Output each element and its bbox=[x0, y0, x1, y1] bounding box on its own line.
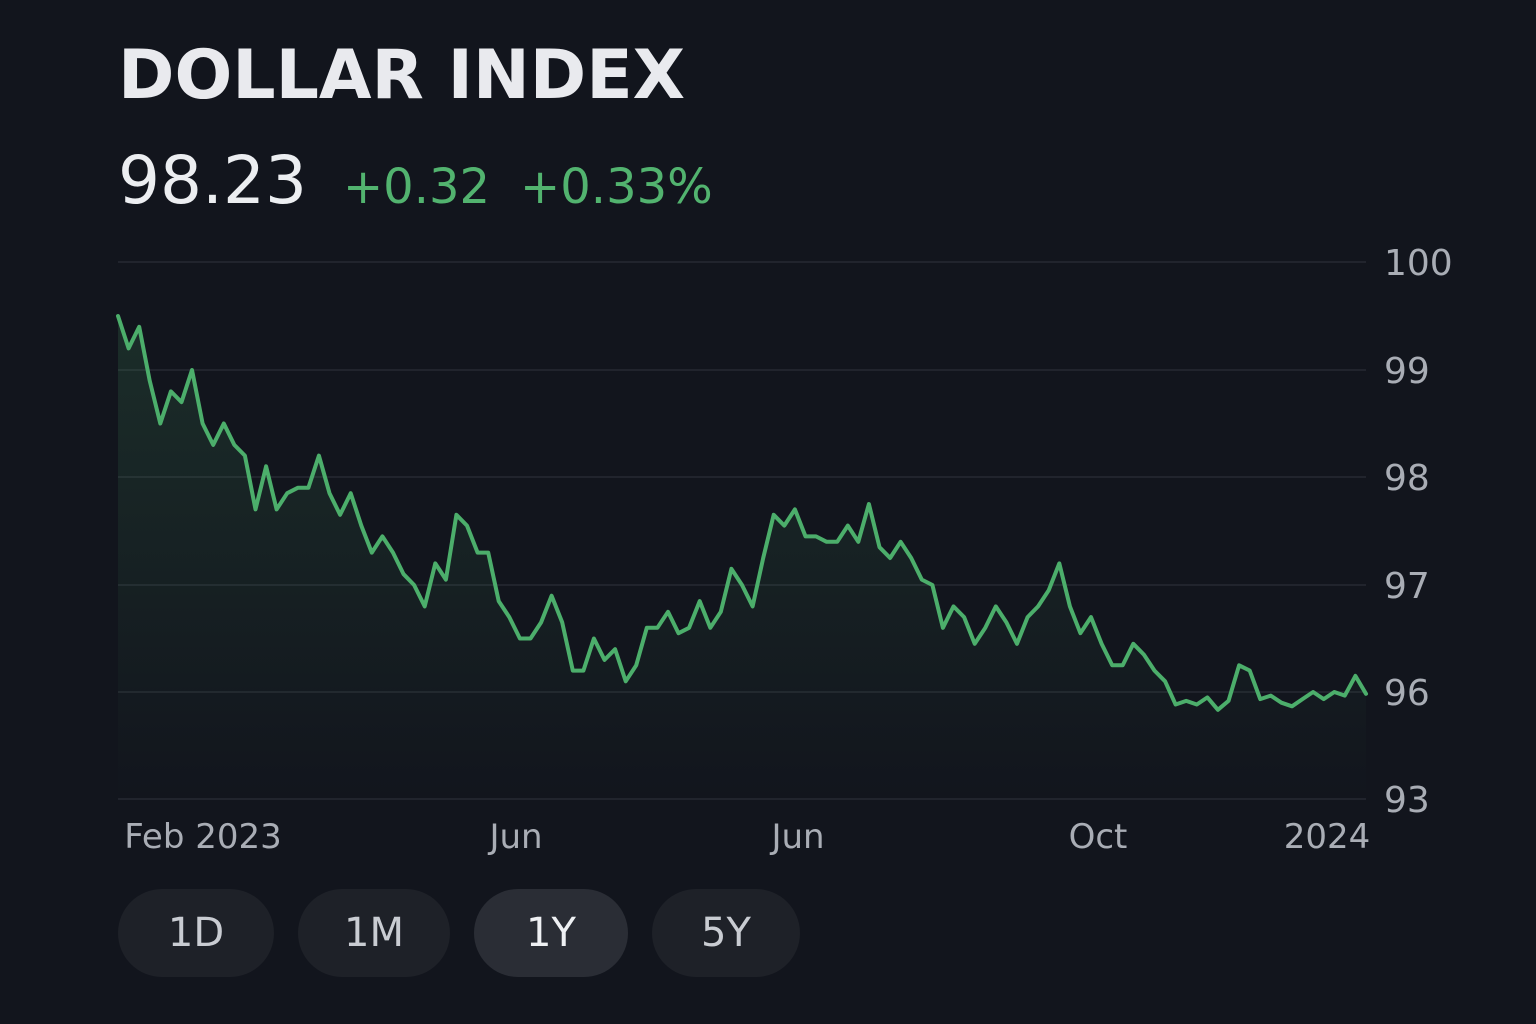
y-tick-label: 97 bbox=[1384, 566, 1430, 607]
x-tick-label: Jun bbox=[487, 817, 542, 857]
range-5y-button[interactable]: 5Y bbox=[652, 889, 800, 977]
y-tick-label: 96 bbox=[1384, 673, 1430, 714]
quote-row: 98.23 +0.32 +0.33% bbox=[118, 148, 713, 214]
range-1d-button[interactable]: 1D bbox=[118, 889, 274, 977]
y-tick-label: 93 bbox=[1384, 780, 1430, 821]
y-tick-label: 99 bbox=[1384, 351, 1430, 392]
page-title: DOLLAR INDEX bbox=[118, 36, 686, 115]
series-line bbox=[116, 314, 1368, 712]
y-tick-label: 100 bbox=[1384, 243, 1453, 284]
range-1m-button[interactable]: 1M bbox=[298, 889, 450, 977]
y-tick-label: 98 bbox=[1384, 458, 1430, 499]
price-change: +0.32 bbox=[342, 159, 491, 215]
x-tick-label: Feb 2023 bbox=[124, 817, 282, 857]
range-1y-button[interactable]: 1Y bbox=[474, 889, 628, 977]
price-change-percent: +0.33% bbox=[520, 159, 713, 215]
x-tick-label: Jun bbox=[769, 817, 824, 857]
x-tick-label: 2024 bbox=[1284, 817, 1371, 857]
x-tick-label: Oct bbox=[1069, 817, 1128, 857]
series-area bbox=[118, 316, 1366, 799]
current-price: 98.23 bbox=[118, 142, 307, 219]
time-range-selector: 1D 1M 1Y 5Y bbox=[118, 889, 800, 977]
